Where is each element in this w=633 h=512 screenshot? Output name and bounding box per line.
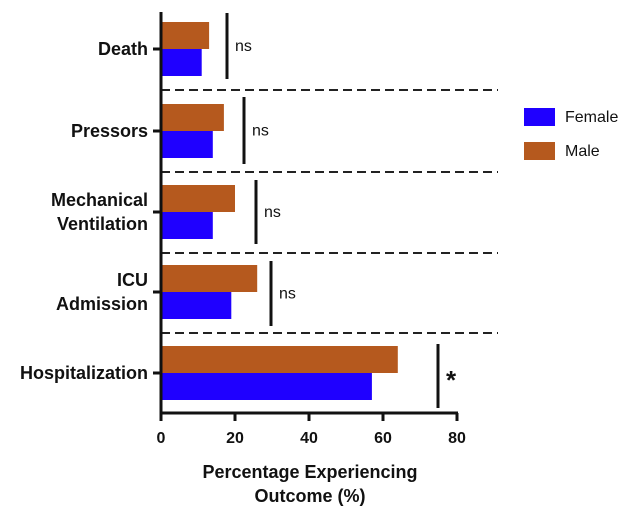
bar-male <box>161 185 235 212</box>
category-label: Pressors <box>71 121 148 141</box>
bar-female <box>161 49 202 76</box>
legend-swatch <box>524 108 555 126</box>
bar-male <box>161 22 210 49</box>
bar-female <box>161 212 213 239</box>
category-label: Admission <box>56 294 148 314</box>
x-axis-title: Percentage Experiencing <box>202 462 417 482</box>
plot-area: Death Pressors Mechanical Ventilation ICU Adm… <box>20 12 498 506</box>
category-label: Hospitalization <box>20 363 148 383</box>
category-label: ICU <box>117 270 148 290</box>
legend-swatch <box>524 142 555 160</box>
bar-male <box>161 265 258 292</box>
category-label: Ventilation <box>57 214 148 234</box>
x-tick-label: 40 <box>300 430 318 447</box>
bar-male <box>161 104 224 131</box>
x-tick-label: 60 <box>374 430 392 447</box>
x-tick-label: 0 <box>157 430 166 447</box>
significance-label: ns <box>235 38 252 55</box>
significance-label: ns <box>264 204 281 221</box>
category-label: Mechanical <box>51 190 148 210</box>
bar-female <box>161 373 372 400</box>
legend-label: Male <box>565 143 600 160</box>
significance-label: ns <box>279 286 296 303</box>
x-tick-label: 80 <box>448 430 466 447</box>
legend: Female Male <box>524 108 618 160</box>
bar-male <box>161 346 398 373</box>
significance-label: ns <box>252 123 269 140</box>
legend-label: Female <box>565 109 618 126</box>
bar-female <box>161 131 213 158</box>
x-axis-title: Outcome (%) <box>254 486 365 506</box>
bar-female <box>161 292 232 319</box>
significance-label: * <box>446 365 457 395</box>
category-label: Death <box>98 39 148 59</box>
x-tick-label: 20 <box>226 430 244 447</box>
